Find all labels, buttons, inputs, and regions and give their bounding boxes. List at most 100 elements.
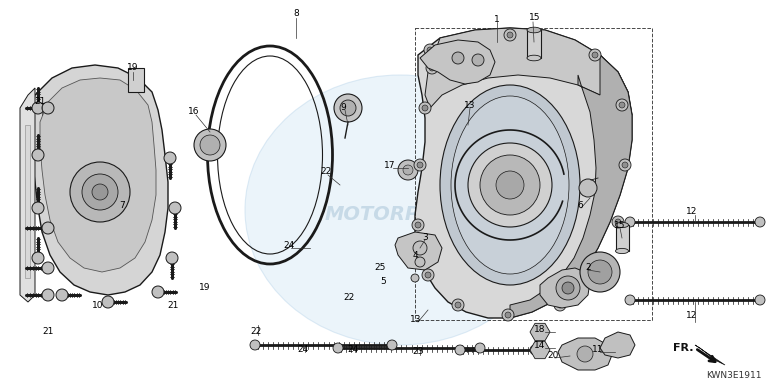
Ellipse shape [200,135,220,155]
Text: 6: 6 [577,201,583,209]
Circle shape [452,299,464,311]
Circle shape [496,171,524,199]
Text: 23: 23 [412,348,424,357]
Polygon shape [425,28,632,115]
Circle shape [333,343,343,353]
Text: 25: 25 [375,263,386,273]
Text: 12: 12 [686,208,697,216]
Circle shape [530,345,540,355]
Text: 7: 7 [119,201,125,209]
Circle shape [387,340,397,350]
Polygon shape [558,338,612,370]
Text: FR.: FR. [673,343,694,353]
Text: 12: 12 [686,310,697,320]
Circle shape [426,62,438,74]
Circle shape [32,149,44,161]
Ellipse shape [440,85,580,285]
Text: 3: 3 [422,233,428,243]
Text: 11: 11 [592,345,604,353]
Circle shape [92,184,108,200]
Circle shape [557,302,563,308]
Circle shape [595,267,601,273]
Circle shape [42,102,54,114]
Text: 20: 20 [548,350,559,360]
Circle shape [425,272,431,278]
Circle shape [152,286,164,298]
Text: 1: 1 [494,15,500,23]
Circle shape [102,296,114,308]
Text: 19: 19 [199,283,211,293]
Circle shape [612,216,624,228]
Text: 15: 15 [529,13,541,22]
Circle shape [625,295,635,305]
Text: 4: 4 [412,251,418,259]
Circle shape [422,105,428,111]
Circle shape [32,102,44,114]
Circle shape [164,152,176,164]
Polygon shape [20,88,35,302]
Circle shape [592,264,604,276]
Circle shape [755,217,765,227]
Circle shape [32,252,44,264]
Ellipse shape [527,27,541,33]
Circle shape [588,260,612,284]
Text: 24: 24 [348,345,358,353]
Text: 21: 21 [42,328,54,336]
Circle shape [412,219,424,231]
Text: 24: 24 [298,345,308,353]
Polygon shape [30,65,168,295]
Text: 17: 17 [384,161,396,169]
Circle shape [417,162,423,168]
Text: 13: 13 [464,100,476,109]
Text: 21: 21 [168,301,178,310]
Text: 18: 18 [534,325,546,333]
Polygon shape [40,78,156,272]
Ellipse shape [615,223,628,228]
Polygon shape [530,323,550,341]
Text: 19: 19 [127,64,138,72]
Circle shape [755,295,765,305]
Ellipse shape [245,75,555,345]
Text: 9: 9 [340,102,346,112]
Circle shape [42,289,54,301]
Circle shape [502,309,514,321]
Text: 5: 5 [380,278,386,286]
Polygon shape [540,268,590,308]
Circle shape [413,241,427,255]
Circle shape [475,343,485,353]
Circle shape [166,252,178,264]
Circle shape [580,252,620,292]
Circle shape [577,346,593,362]
Text: 16: 16 [188,107,200,117]
Circle shape [82,174,118,210]
Circle shape [422,269,434,281]
Ellipse shape [615,248,628,254]
Polygon shape [420,40,495,84]
Circle shape [619,102,625,108]
Circle shape [398,160,418,180]
Circle shape [472,54,484,66]
Circle shape [554,299,566,311]
Circle shape [616,99,628,111]
Circle shape [42,262,54,274]
Text: 22: 22 [344,293,355,303]
Polygon shape [395,232,442,270]
Circle shape [424,44,436,56]
Ellipse shape [579,179,597,197]
Circle shape [507,32,513,38]
Text: 15: 15 [614,221,626,229]
Text: 22: 22 [321,167,331,176]
Circle shape [334,94,362,122]
Circle shape [625,217,635,227]
Circle shape [480,155,540,215]
Polygon shape [25,125,30,278]
Text: 14: 14 [534,341,546,350]
Circle shape [56,289,68,301]
Circle shape [42,222,54,234]
Circle shape [427,47,433,53]
Circle shape [415,222,421,228]
Circle shape [504,29,516,41]
Circle shape [250,340,260,350]
Text: 10: 10 [92,301,104,310]
Text: 13: 13 [410,315,421,325]
